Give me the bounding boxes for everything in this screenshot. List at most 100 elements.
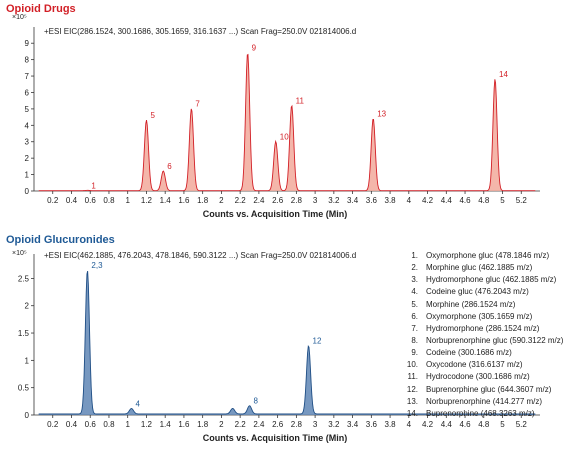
legend-item: 3. Hydromorphone gluc (462.1885 m/z) xyxy=(398,274,586,286)
y-exponent-bottom: ×10⁵ xyxy=(12,250,27,257)
x-tick-label: 5.2 xyxy=(516,196,528,205)
x-tick-label: 3.4 xyxy=(347,420,359,429)
y-tick-label: 1 xyxy=(25,356,30,365)
peak-label: 12 xyxy=(313,337,322,346)
x-tick-label: 4 xyxy=(407,420,412,429)
x-tick-label: 3.8 xyxy=(385,420,397,429)
legend-label: Oxymorphone (305.1659 m/z) xyxy=(426,311,533,321)
x-tick-label: 1 xyxy=(125,196,130,205)
legend-number: 8. xyxy=(411,335,418,345)
x-tick-label: 2.6 xyxy=(272,420,284,429)
x-tick-label: 3 xyxy=(313,196,318,205)
legend-number: 4. xyxy=(411,287,418,297)
x-tick-label: 5 xyxy=(500,420,505,429)
peak-label: 1 xyxy=(91,181,96,190)
x-tick-label: 0.4 xyxy=(66,420,78,429)
y-tick-label: 1.5 xyxy=(18,329,30,338)
legend-item: 6. Oxymorphone (305.1659 m/z) xyxy=(398,311,586,323)
y-tick-label: 7 xyxy=(25,72,30,81)
x-tick-label: 1.6 xyxy=(178,196,190,205)
legend-label: Norbuprenorphine gluc (590.3122 m/z) xyxy=(426,335,564,345)
legend-number: 11. xyxy=(407,372,418,382)
y-tick-label: 9 xyxy=(25,39,30,48)
x-tick-label: 3.2 xyxy=(328,196,340,205)
panel-title-opioid-glucuronides: Opioid Glucuronides xyxy=(6,234,115,246)
legend-number: 9. xyxy=(411,348,418,358)
x-tick-label: 4.2 xyxy=(422,196,434,205)
legend-label: Hydromorphone gluc (462.1885 m/z) xyxy=(426,275,557,285)
x-tick-label: 4.8 xyxy=(478,420,490,429)
trace-line-top xyxy=(38,53,536,192)
x-tick-label: 2 xyxy=(219,420,224,429)
legend-number: 1. xyxy=(411,251,418,260)
legend-label: Hydromorphone (286.1524 m/z) xyxy=(426,323,540,333)
legend-label: Morphine (286.1524 m/z) xyxy=(426,299,516,309)
legend-number: 10. xyxy=(406,360,418,370)
y-tick-label: 8 xyxy=(25,56,30,65)
x-tick-label: 4.4 xyxy=(441,196,453,205)
legend-label: Norbuprenorphine (414.277 m/z) xyxy=(426,396,543,406)
x-tick-label: 1.2 xyxy=(141,196,153,205)
legend-label: Buprenorphine (468.3263 m/z) xyxy=(426,408,535,418)
x-tick-label: 1 xyxy=(125,420,130,429)
x-tick-label: 4.2 xyxy=(422,420,434,429)
plot-opioid-glucuronides: 00.511.522.50.2 0.4 0.6 0.8 1 1.2 1.4 1.6 1.8 2 2.… xyxy=(18,254,540,429)
x-axis-label-bottom: Counts vs. Acquisition Time (Min) xyxy=(202,433,348,443)
legend-label: Oxycodone (316.6137 m/z) xyxy=(426,360,523,370)
y-tick-label: 1 xyxy=(25,171,30,180)
x-tick-label: 2.2 xyxy=(235,420,247,429)
x-tick-label: 3.2 xyxy=(328,420,340,429)
x-tick-label: 0.2 xyxy=(47,420,59,429)
x-tick-label: 0.6 xyxy=(85,420,97,429)
x-tick-label: 0.4 xyxy=(66,196,78,205)
trace-line-bot xyxy=(38,270,536,415)
legend-number: 6. xyxy=(411,311,418,321)
x-tick-label: 1.8 xyxy=(197,196,209,205)
legend-item: 2. Morphine gluc (462.1885 m/z) xyxy=(398,262,586,274)
x-tick-label: 1.4 xyxy=(160,420,172,429)
x-tick-label: 3.6 xyxy=(366,420,378,429)
peak-label: 13 xyxy=(377,109,386,118)
x-tick-label: 2.4 xyxy=(253,196,265,205)
x-tick-label: 2.4 xyxy=(253,420,265,429)
trace-fill-top xyxy=(38,54,536,191)
peak-label: 8 xyxy=(254,397,259,406)
x-tick-label: 4.6 xyxy=(459,420,471,429)
legend-item: 7. Hydromorphone (286.1524 m/z) xyxy=(398,323,586,335)
peak-label: 2,3 xyxy=(91,261,103,270)
x-tick-label: 2.2 xyxy=(235,196,247,205)
legend-item: 5. Morphine (286.1524 m/z) xyxy=(398,299,586,311)
x-axis-label-top: Counts vs. Acquisition Time (Min) xyxy=(202,209,348,219)
x-tick-label: 3.6 xyxy=(366,196,378,205)
x-tick-label: 0.6 xyxy=(85,196,97,205)
scan-info-bottom: +ESI EIC(462.1885, 476.2043, 478.1846, 5… xyxy=(44,251,357,260)
legend-item: 1. Oxymorphone gluc (478.1846 m/z) xyxy=(398,250,586,262)
x-tick-label: 5.2 xyxy=(516,420,528,429)
x-tick-label: 3.8 xyxy=(385,196,397,205)
y-tick-label: 3 xyxy=(25,138,30,147)
legend-label: Morphine gluc (462.1885 m/z) xyxy=(426,263,533,273)
x-tick-label: 1.8 xyxy=(197,420,209,429)
x-tick-label: 4 xyxy=(407,196,412,205)
x-tick-label: 0.2 xyxy=(47,196,59,205)
legend-item: 8. Norbuprenorphine gluc (590.3122 m/z) xyxy=(398,335,586,347)
x-tick-label: 4.4 xyxy=(441,420,453,429)
y-tick-label: 5 xyxy=(25,105,30,114)
x-tick-label: 1.4 xyxy=(160,196,172,205)
compound-legend: 1. Oxymorphone gluc (478.1846 m/z) 2. Morp… xyxy=(398,250,586,420)
x-tick-label: 2.6 xyxy=(272,196,284,205)
x-tick-label: 1.2 xyxy=(141,420,153,429)
panel-title-opioid-drugs: Opioid Drugs xyxy=(6,3,76,15)
y-tick-label: 2.5 xyxy=(18,274,30,283)
legend-label: Buprenorphine gluc (644.3607 m/z) xyxy=(426,384,552,394)
peak-label: 11 xyxy=(296,96,305,105)
legend-number: 2. xyxy=(411,263,418,273)
y-exponent-top: ×10⁵ xyxy=(12,14,27,21)
scan-info-top: +ESI EIC(286.1524, 300.1686, 305.1659, 3… xyxy=(44,27,357,36)
peak-label: 10 xyxy=(280,132,289,141)
x-tick-label: 3.4 xyxy=(347,196,359,205)
y-tick-label: 2 xyxy=(25,302,30,311)
y-tick-label: 2 xyxy=(25,154,30,163)
legend-label: Hydrocodone (300.1686 m/z) xyxy=(426,372,530,382)
legend-label: Oxymorphone gluc (478.1846 m/z) xyxy=(426,251,550,260)
